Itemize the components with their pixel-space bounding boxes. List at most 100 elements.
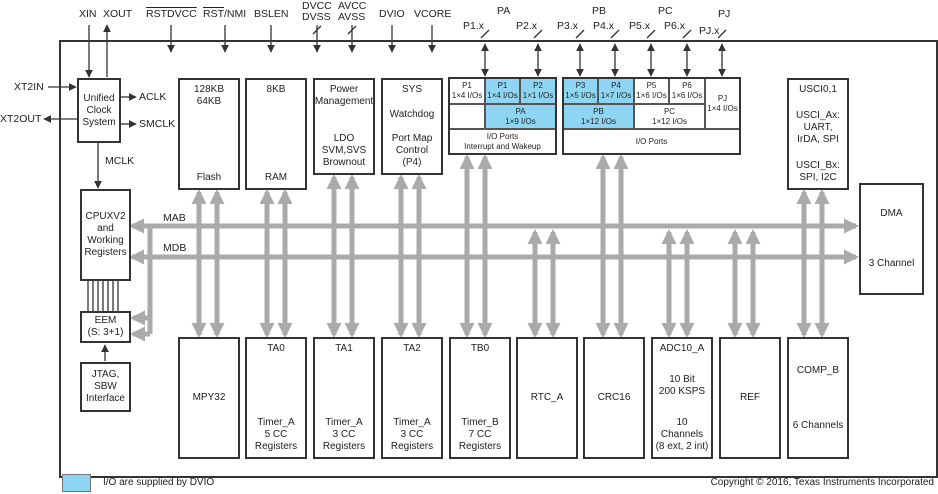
power-text: Power [329,84,359,95]
flash-block: 128KB 64KB Flash [178,78,240,190]
port-p3-text: P3 [575,81,586,90]
port-p1b-text: P1 [497,81,508,90]
cpu-text: Working [87,235,124,246]
adc-text-group: 10 Channels (8 ext, 2 int) [654,417,710,453]
sys-block: SYS Watchdog Port Map Control (P4) [381,78,443,175]
port-pc-text: PC [663,106,676,116]
cpu-text-group: CPUXV2 and Working Registers [84,211,126,259]
port-pa-text: PA [515,106,526,116]
ram-block: 8KB RAM [245,78,307,190]
ta0-text-group: Timer_A 5 CC Registers [255,417,297,453]
bus-width-slash [682,29,692,39]
ta2-text: Timer_A [393,417,431,428]
ta2-text-group: Timer_A 3 CC Registers [391,417,433,453]
port-pj-text: PJ [717,93,728,103]
clock-text: System [82,116,116,128]
jtag-block: JTAG, SBW Interface [80,362,131,412]
dvio-label: DVIO [379,8,405,20]
adc-block: ADC10_A 10 Bit 200 KSPS 10 Channels (8 ext, … [651,337,713,459]
usci-block: USCI0,1 USCI_Ax: UART, IrDA, SPI USCI_Bx: SPI… [787,78,849,190]
p3x-label: P3.x [557,20,579,32]
flash-text: Flash [196,172,222,183]
ta2-text: TA2 [403,343,421,354]
port-paports-text: Interrupt and Wakeup [464,141,541,151]
sys-text-group: SYS [402,84,422,96]
eem-block: EEM (S: 3+1) [80,311,131,343]
xin-label: XIN [79,8,97,20]
port-p1a-text: P1 [462,81,472,90]
vcore-label: VCORE [414,8,452,20]
clock-text-group: Unified Clock System [82,93,115,129]
p4x-label: P4.x [593,20,615,32]
pjx-label: PJ.x [699,25,720,37]
rstdvcc-label: RSTDVCC [146,8,197,20]
p2x-label: P2.x [516,20,538,32]
port-p5: P5 1×6 I/Os [634,78,669,104]
mab-label: MAB [163,212,186,224]
rtc-text: RTC_A [530,392,564,403]
sys-text: Watchdog [389,108,435,120]
aclk-label: ACLK [139,91,167,103]
power-text: LDO [333,133,355,144]
mpy32-text: MPY32 [192,392,226,403]
clock-text: Clock [86,104,112,116]
port-pb-text: PB [593,106,604,116]
mpy32-text-group: MPY32 [193,392,226,404]
port-p3: P3 1×5 I/Os [563,78,598,104]
pj-label: PJ [718,8,731,20]
port-pb: PB 1×12 I/Os [563,104,634,129]
power-text: Management [314,96,374,107]
port-p2-text: 1×1 I/Os [522,91,554,100]
bus-width-slash [646,29,656,39]
port-p5-text: P5 [646,81,657,90]
bslen-label: BSLEN [254,8,289,20]
jtag-text: SBW [94,381,117,392]
port-p1b-text: 1×4 I/Os [487,91,518,100]
usci-text-group: USCI_Bx: SPI, I2C [796,160,840,184]
ta1-text: TA1 [335,343,353,354]
device-outline [59,40,938,478]
ref-text-group: REF [740,392,760,404]
xout-label: XOUT [103,8,133,20]
flash-text-group: Flash [197,172,221,184]
mclk-label: MCLK [105,155,135,167]
cpu-text: Registers [84,247,127,258]
rtc-text-group: RTC_A [531,392,564,404]
xt2in-label: XT2IN [14,81,44,93]
adc-text-group: ADC10_A [660,343,704,355]
port-p6-text: P6 [682,81,692,90]
tb0-text: TB0 [470,343,490,354]
port-ioports-text: I/O Ports [635,136,668,146]
port-p1a-text: 1×4 I/Os [451,91,483,100]
dma-block: DMA 3 Channel [859,183,924,295]
ta1-text-group: TA1 [335,343,353,355]
clock-block: Unified Clock System [77,78,121,143]
comp-text: 6 Channels [792,419,844,431]
ram-text: RAM [264,172,288,183]
port-p6-text: 1×6 I/Os [671,91,703,100]
ta2-block: TA2 Timer_A 3 CC Registers [381,337,443,459]
pb-label: PB [592,5,607,17]
nmi-text: /NMI [224,8,247,20]
jtag-text: Interface [86,393,125,404]
tb0-text: Registers [458,441,502,452]
bus-width-slash [717,29,727,39]
copyright: Copyright © 2016, Texas Instruments Inco… [710,477,934,488]
rtc-block: RTC_A [516,337,578,459]
comp-text-group: 6 Channels [793,420,844,432]
sys-text-group: Port Map Control (P4) [392,133,433,169]
port-group-pa [448,77,557,155]
ta1-text: Timer_A [325,417,363,428]
bus-width-slash [347,25,357,35]
p5x-label: P5.x [629,20,651,32]
dvss-label: DVSS [302,11,331,23]
tb0-text-group: Timer_B 7 CC Registers [459,417,501,453]
usci-text: UART, [803,122,833,133]
legend-text: I/O are supplied by DVIO [103,477,215,488]
adc-text: (8 ext, 2 int) [655,441,709,452]
pc-label: PC [658,5,673,17]
tb0-text: Timer_B [461,417,499,428]
adc-text-group: 10 Bit 200 KSPS [659,374,705,398]
port-p1a: P1 1×4 I/Os [449,78,485,104]
port-paports-text: I/O Ports [486,131,519,141]
